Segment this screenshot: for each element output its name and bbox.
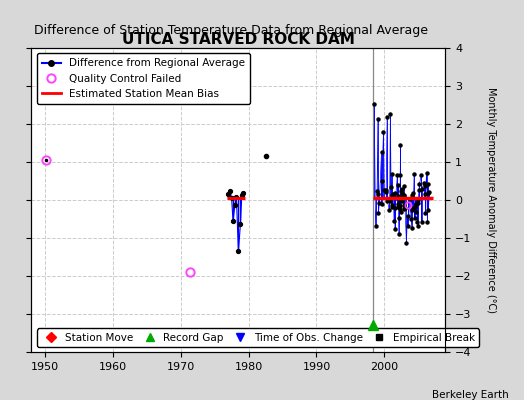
Text: Berkeley Earth: Berkeley Earth [432,390,508,400]
Y-axis label: Monthly Temperature Anomaly Difference (°C): Monthly Temperature Anomaly Difference (… [486,87,496,313]
Title: UTICA STARVED ROCK DAM: UTICA STARVED ROCK DAM [122,32,355,47]
Legend: Station Move, Record Gap, Time of Obs. Change, Empirical Break: Station Move, Record Gap, Time of Obs. C… [37,328,479,347]
Text: Difference of Station Temperature Data from Regional Average: Difference of Station Temperature Data f… [34,24,428,37]
